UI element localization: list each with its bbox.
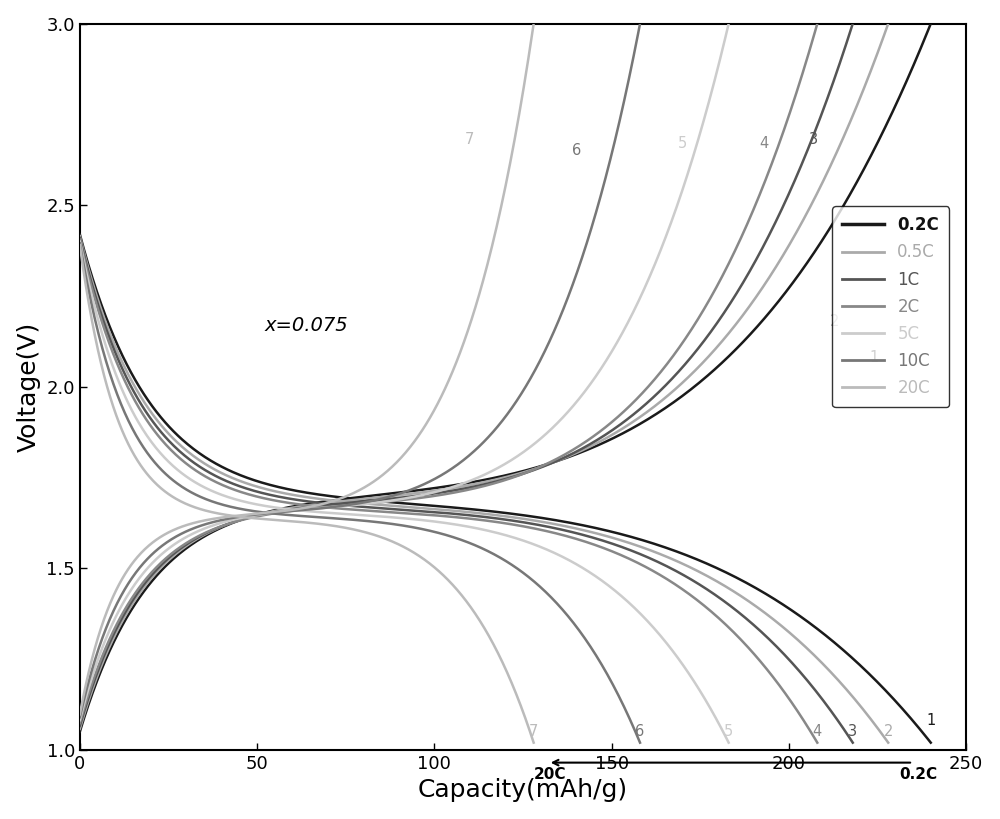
Text: 2: 2 [830,314,840,329]
Text: 5: 5 [678,136,687,151]
Text: 4: 4 [759,136,769,151]
Text: 2: 2 [884,724,893,739]
Text: x=0.075: x=0.075 [264,315,348,334]
Text: 20C: 20C [534,767,566,782]
Y-axis label: Voltage(V): Voltage(V) [17,322,41,452]
Text: 5: 5 [724,724,733,739]
Text: 7: 7 [465,133,475,147]
Text: 0.2C: 0.2C [900,767,938,782]
Text: 3: 3 [848,724,857,739]
Text: 1: 1 [926,713,935,728]
Text: 1: 1 [869,351,879,365]
X-axis label: Capacity(mAh/g): Capacity(mAh/g) [418,778,628,803]
Text: 6: 6 [635,724,645,739]
Text: 4: 4 [813,724,822,739]
Text: 3: 3 [809,133,818,147]
Text: 6: 6 [572,143,581,158]
Legend: 0.2C, 0.5C, 1C, 2C, 5C, 10C, 20C: 0.2C, 0.5C, 1C, 2C, 5C, 10C, 20C [832,206,949,407]
Text: 7: 7 [529,724,538,739]
